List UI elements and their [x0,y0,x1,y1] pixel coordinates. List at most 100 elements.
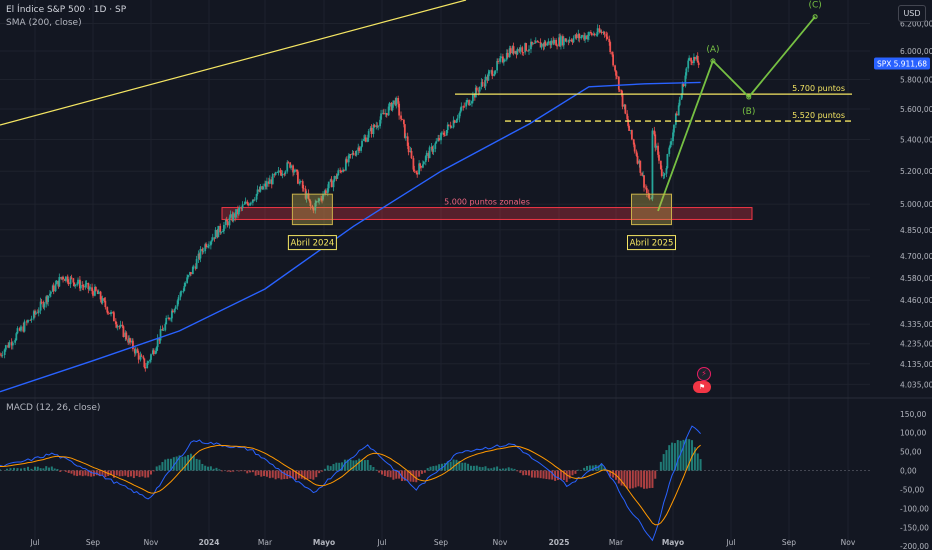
macd-histogram-bar [358,458,361,471]
date-callout-box [287,235,337,251]
candle-body [602,31,605,33]
candle-body [549,41,552,46]
candle-body [327,181,330,189]
candle-body [690,57,692,62]
candle-body [531,41,533,45]
candle-body [401,118,403,120]
macd-histogram-bar [551,470,554,480]
sma-legend[interactable]: SMA (200, close) [6,18,82,28]
macd-tick: -100,00 [900,504,929,513]
candle-body [483,83,486,87]
price-axis[interactable]: 6.200,00 6.000,00 5.800,00 5.600,00 5.400,00… [900,19,932,389]
candle-body [391,104,394,111]
candle-body [180,291,183,293]
candle-body [596,28,599,35]
candle-body [366,137,369,142]
candle-body [542,43,545,47]
macd-histogram-bar [135,470,138,476]
candle-body [567,40,570,42]
candle-body [595,34,598,36]
currency-button[interactable]: USD [898,5,926,22]
candle-body [112,311,114,313]
macd-histogram-bar [181,456,184,471]
candle-body [500,56,502,59]
candle-body [159,329,162,341]
candle-body [179,292,182,298]
candle-body [286,162,289,172]
macd-histogram-bar [277,470,280,479]
candle-body [428,147,431,159]
last-price-value: 5.911,68 [894,59,928,68]
candle-body [104,300,107,308]
candle-body [660,169,663,176]
macd-histogram-bar [309,470,312,479]
candle-body [247,203,250,206]
macd-histogram-bar [484,466,487,471]
candle-body [547,41,550,44]
candle-body [409,150,412,153]
macd-histogram-bar [254,470,257,476]
candle-body [487,73,490,81]
candle-body [223,224,225,232]
macd-axis[interactable]: 150,00 100,00 50,00 0,00 -50,00 -100,00 -150,0… [900,410,929,550]
candle-body [659,160,662,170]
candle-body [253,199,256,201]
candle-body [639,160,642,173]
candle-body [415,171,418,173]
candle-body [590,33,593,36]
candle-body [298,181,301,184]
candle-body [361,140,363,147]
macd-legend[interactable]: MACD (12, 26, close) [6,403,101,413]
candle-body [97,291,100,295]
time-tick: 2025 [549,538,570,547]
flag-icon[interactable]: ⚑ [693,381,711,393]
symbol-title[interactable]: El Índice S&P 500 · 1D · SP [6,5,127,15]
macd-histogram-bar [565,470,568,483]
macd-histogram-bar [352,460,355,471]
candle-body [60,277,63,279]
candle-body [438,138,440,141]
candle-body [134,349,137,354]
candle-body [192,266,195,268]
candle-body [264,183,266,187]
time-tick: Mayo [662,538,684,547]
macd-histogram-bar [124,470,127,476]
candle-body [645,188,648,194]
macd-histogram-bar [226,470,229,472]
candle-body [578,33,581,39]
candle-body [653,130,656,135]
candle-body [101,298,104,303]
price-tick: 6.000,00 [900,47,932,56]
candle-body [460,106,463,111]
candle-body [57,280,60,287]
candle-body [11,342,14,346]
candle-body [114,321,117,325]
macd-histogram-bar [381,470,383,475]
macd-histogram-bar [557,470,560,480]
candle-body [128,338,131,343]
macd-histogram-bar [232,470,235,472]
macd-histogram-bar [481,467,484,471]
candle-body [452,120,455,128]
macd-histogram-bar [263,470,266,477]
trend-line [0,0,467,126]
candle-body [234,213,237,218]
candle-body [340,170,343,173]
lightning-icon[interactable]: ⚡ [697,367,711,381]
candle-body [99,291,102,300]
macd-histogram-bar [688,439,691,471]
time-tick: Sep [782,538,796,547]
candle-body [469,103,471,106]
macd-histogram-bar [640,470,643,488]
candle-body [115,324,118,328]
sma-200-line [0,81,701,393]
candle-body [84,284,87,288]
candle-body [194,266,197,269]
macd-histogram-bar [361,459,364,471]
candle-body [25,321,28,323]
time-axis[interactable]: Jul Sep Nov 2024 Mar Mayo Jul Sep Nov 2025 Mar Mayo… [29,538,855,547]
candle-body [618,89,621,91]
macd-histogram-bar [198,459,201,471]
candle-body [424,156,427,162]
